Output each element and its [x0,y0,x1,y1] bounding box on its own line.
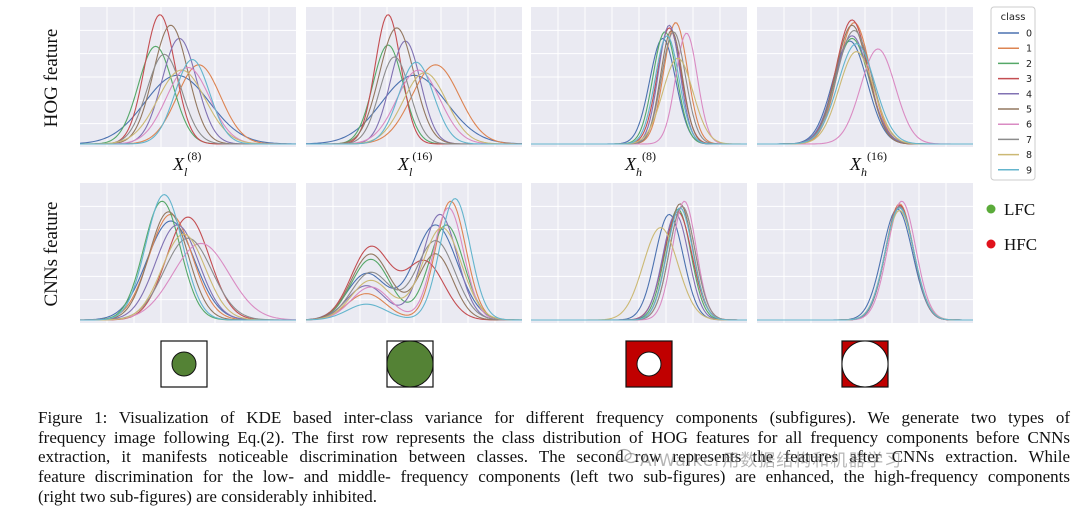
column-label-3: Xh(8) [624,149,656,179]
figure-caption: Figure 1: Visualization of KDE based int… [38,408,1070,507]
lfc-small-disc [171,351,197,377]
legend-label-class-0: 0 [1026,29,1032,40]
caption-line-2: frequency image following Eq.(2). The fi… [38,427,1070,447]
kde-curve-class-9 [757,43,973,145]
kde-curve-class-9 [306,61,522,145]
lfc-label: LFC [1004,200,1035,219]
kde-curve-class-9 [531,207,747,321]
kde-panel-r1-c0 [79,183,297,323]
mask-icon-hfc-large [841,340,889,388]
caption-line-4: feature discrimination for the low- and … [38,467,1070,487]
kde-panel-r0-c3 [757,7,973,147]
class-legend-entries: 0 1 2 3 4 5 6 7 8 9 [998,29,1032,176]
kde-curve-class-0 [79,74,297,145]
frequency-legend: LFC HFC [986,200,1037,254]
kde-panels [79,7,973,323]
legend-label-class-2: 2 [1026,59,1032,70]
column-label-2: Xl(16) [397,149,432,179]
hfc-dot-icon [986,239,996,249]
legend-label-class-7: 7 [1026,135,1032,146]
hfc-label: HFC [1004,235,1037,254]
kde-curve-class-9 [305,197,522,321]
watermark-text: AIWalker用数据结构和机器学习 [640,451,903,471]
legend-label-class-5: 5 [1026,105,1032,116]
legend-label-class-9: 9 [1026,165,1032,176]
legend-label-class-8: 8 [1026,150,1032,161]
kde-panel-r1-c2 [531,183,747,323]
hfc-large-hole [841,340,889,388]
caption-line-5: (right two sub-figures) are considerably… [38,486,377,506]
row-label-cnn: CNNs feature [41,202,62,307]
class-legend: class 0 1 2 3 4 5 6 7 8 9 [990,6,1036,181]
kde-panel-r0-c1 [305,7,523,147]
caption-line-1: Figure 1: Visualization of KDE based int… [38,408,1070,427]
legend-label-class-4: 4 [1026,89,1032,100]
kde-curve-class-6 [305,207,522,321]
mask-icon-hfc-small [625,340,673,388]
lfc-dot-icon [986,204,996,214]
mask-icon-lfc-small [160,340,208,388]
row-label-hog: HOG feature [41,29,62,128]
legend-label-class-1: 1 [1026,44,1032,55]
kde-panel-r0-c2 [531,7,747,147]
kde-curve-class-9 [757,207,973,321]
column-label-1: Xl(8) [172,149,201,179]
kde-curve-class-9 [531,35,747,145]
kde-panel-r1-c3 [757,183,973,323]
mask-icon-lfc-large [386,340,434,388]
column-labels: Xl(8) Xl(16) Xh(8) Xh(16) [172,149,887,179]
kde-curve-class-9 [79,194,296,321]
kde-panel-r0-c0 [79,7,297,147]
kde-panel-r1-c1 [305,183,523,323]
kde-curve-class-9 [80,59,296,145]
legend-label-class-6: 6 [1026,120,1032,131]
caption-line-3: extraction, it manifests noticeable disc… [38,447,1070,467]
lfc-large-disc [386,340,434,388]
hfc-small-hole [636,351,662,377]
column-label-4: Xh(16) [849,149,887,179]
watermark-logo-icon [616,448,638,464]
class-legend-title: class [1001,12,1026,23]
kde-curve-class-8 [305,227,523,321]
kde-curve-class-7 [305,240,523,321]
legend-label-class-3: 3 [1026,74,1032,85]
